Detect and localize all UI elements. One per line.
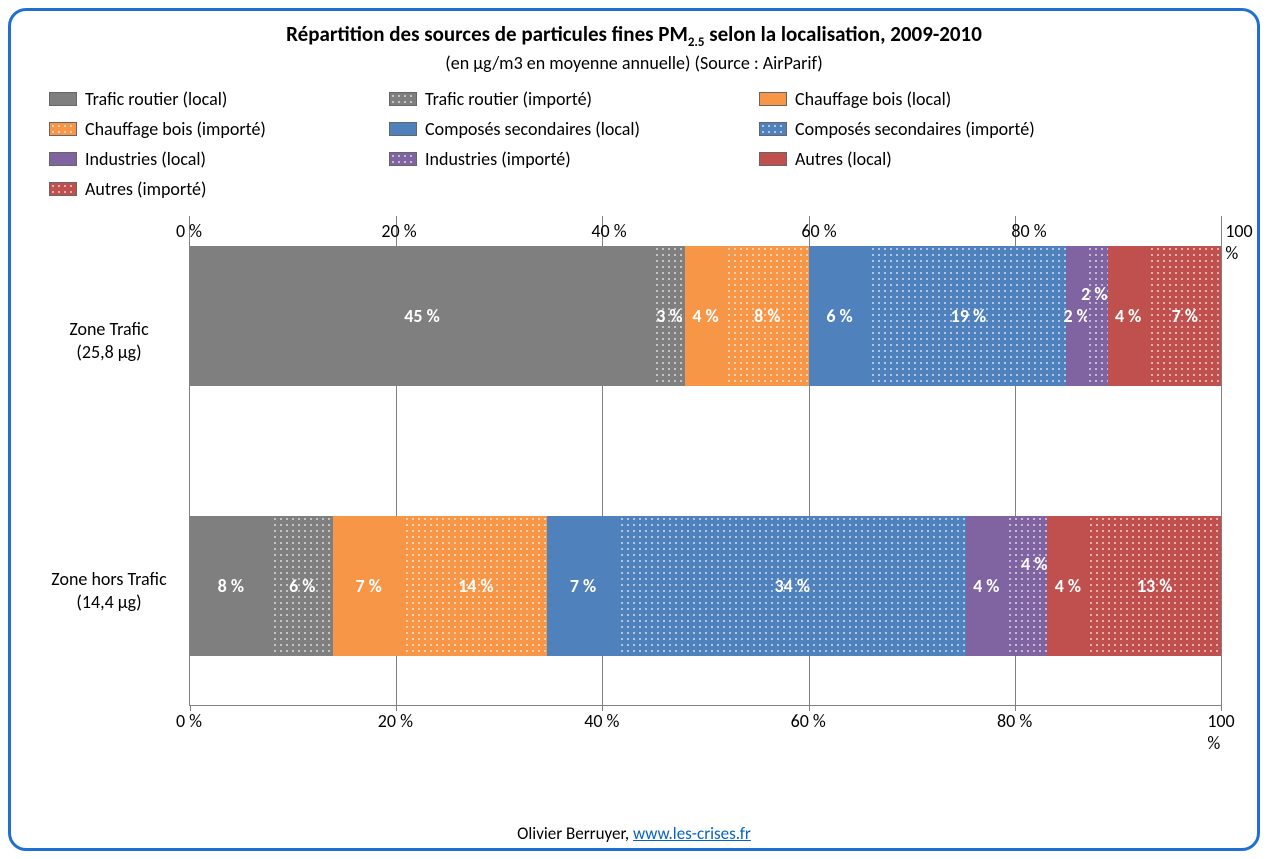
segment-value-label: 6 % <box>289 575 315 597</box>
bar-segment: 8 % <box>190 516 272 656</box>
legend-swatch <box>389 122 417 136</box>
segment-value-label: 2 % <box>1081 283 1107 305</box>
legend-item: Chauffage bois (local) <box>759 88 1159 110</box>
segment-value-label: 7 % <box>355 575 381 597</box>
legend-item: Industries (local) <box>49 148 379 170</box>
legend-item: Trafic routier (local) <box>49 88 379 110</box>
y-axis-label: Zone Trafic(25,8 µg) <box>29 318 189 365</box>
chart-card: Répartition des sources de particules fi… <box>8 8 1260 851</box>
bar-segment: 45 % <box>190 246 654 386</box>
x-axis: 0 %20 %40 %60 %80 %100 % <box>189 706 1221 736</box>
segment-value-label: 34 % <box>775 575 810 597</box>
segment-value-label: 7 % <box>1172 305 1198 327</box>
grid-line <box>1221 216 1222 705</box>
bar-segment: 3 % <box>654 246 685 386</box>
bar-segment: 4 % <box>1047 516 1088 656</box>
plot: 45 %3 %4 %8 %6 %19 %2 %2 %4 %7 %8 %6 %7 … <box>189 216 1221 706</box>
credit-author: Olivier Berruyer, <box>517 823 633 844</box>
legend: Trafic routier (local) Trafic routier (im… <box>49 88 1209 208</box>
legend-swatch <box>49 152 77 166</box>
x-tick-label: 0 % <box>176 220 202 732</box>
x-tick-label: 20 % <box>381 220 416 732</box>
bar-segment: 34 % <box>619 516 966 656</box>
segment-value-label: 13 % <box>1137 575 1172 597</box>
y-axis: Zone Trafic(25,8 µg) Zone hors Trafic(14,… <box>29 216 189 736</box>
segment-value-label: 8 % <box>754 305 780 327</box>
legend-item: Autres (local) <box>759 148 1159 170</box>
segment-value-label: 4 % <box>1115 305 1141 327</box>
segment-value-label: 14 % <box>458 575 493 597</box>
legend-label: Composés secondaires (local) <box>425 118 640 140</box>
segment-value-label: 2 % <box>1063 305 1089 327</box>
bar-segment: 4 % <box>966 516 1007 656</box>
legend-item: Composés secondaires (local) <box>389 118 749 140</box>
bar-segment: 6 % <box>272 516 333 656</box>
legend-label: Chauffage bois (local) <box>795 88 951 110</box>
title-subscript: 2.5 <box>688 35 705 50</box>
legend-item: Composés secondaires (importé) <box>759 118 1159 140</box>
legend-label: Autres (local) <box>795 148 892 170</box>
segment-value-label: 3 % <box>656 305 682 327</box>
legend-item: Autres (importé) <box>49 178 379 200</box>
x-tick-label: 60 % <box>801 220 836 732</box>
x-tick-label: 80 % <box>1011 220 1046 732</box>
chart-title: Répartition des sources de particules fi… <box>29 21 1239 50</box>
segment-value-label: 8 % <box>218 575 244 597</box>
bar-segment: 4 % <box>1108 246 1149 386</box>
bar-segment: 14 % <box>404 516 547 656</box>
bar-segment: 13 % <box>1088 516 1221 656</box>
segment-value-label: 4 % <box>973 575 999 597</box>
legend-swatch <box>759 152 787 166</box>
credit-line: Olivier Berruyer, www.les-crises.fr <box>11 823 1257 844</box>
legend-swatch <box>49 92 77 106</box>
y-axis-label: Zone hors Trafic(14,4 µg) <box>29 568 189 615</box>
legend-label: Industries (importé) <box>425 148 571 170</box>
x-tick-label: 100 % <box>1225 220 1252 732</box>
bar-segment: 4 % <box>685 246 726 386</box>
legend-item: Trafic routier (importé) <box>389 88 749 110</box>
legend-label: Autres (importé) <box>85 178 206 200</box>
legend-item: Industries (importé) <box>389 148 749 170</box>
legend-swatch <box>49 122 77 136</box>
legend-label: Composés secondaires (importé) <box>795 118 1035 140</box>
segment-value-label: 19 % <box>951 305 986 327</box>
chart-subtitle: (en µg/m3 en moyenne annuelle) (Source :… <box>29 52 1239 74</box>
x-tick-label: 40 % <box>591 220 626 732</box>
bar-row: 45 %3 %4 %8 %6 %19 %2 %2 %4 %7 % <box>190 246 1221 386</box>
legend-label: Trafic routier (local) <box>85 88 227 110</box>
legend-label: Trafic routier (importé) <box>425 88 592 110</box>
title-block: Répartition des sources de particules fi… <box>29 21 1239 74</box>
bar-segment: 2 % <box>1087 246 1108 386</box>
legend-swatch <box>759 92 787 106</box>
legend-item: Chauffage bois (importé) <box>49 118 379 140</box>
bar-segment: 7 % <box>1149 246 1221 386</box>
bar-segment: 8 % <box>726 246 808 386</box>
chart-area: Zone Trafic(25,8 µg) Zone hors Trafic(14,… <box>29 216 1239 736</box>
legend-swatch <box>389 92 417 106</box>
bar-segment: 2 % <box>1066 246 1087 386</box>
legend-swatch <box>389 152 417 166</box>
legend-swatch <box>759 122 787 136</box>
bar-row: 8 %6 %7 %14 %7 %34 %4 %4 %4 %13 % <box>190 516 1221 656</box>
credit-link[interactable]: www.les-crises.fr <box>633 823 751 844</box>
title-prefix: Répartition des sources de particules fi… <box>286 21 688 47</box>
legend-label: Chauffage bois (importé) <box>85 118 266 140</box>
plot-wrap: 45 %3 %4 %8 %6 %19 %2 %2 %4 %7 %8 %6 %7 … <box>189 216 1239 736</box>
segment-value-label: 4 % <box>1055 575 1081 597</box>
legend-swatch <box>49 182 77 196</box>
legend-label: Industries (local) <box>85 148 206 170</box>
segment-value-label: 4 % <box>692 305 718 327</box>
segment-value-label: 4 % <box>1021 553 1047 575</box>
title-suffix: selon la localisation, 2009-2010 <box>704 21 981 47</box>
